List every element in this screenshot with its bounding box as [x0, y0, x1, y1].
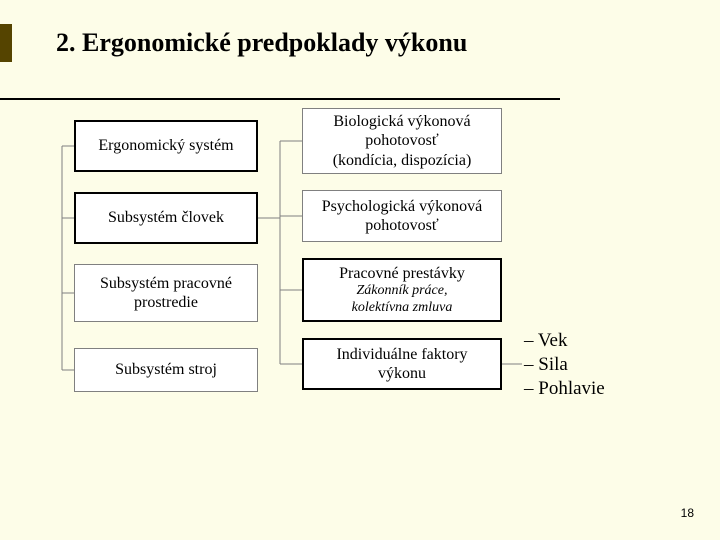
node-line: prostredie: [134, 293, 198, 312]
node-line: (kondícia, dispozícia): [333, 151, 472, 170]
node-line: Individuálne faktory: [336, 345, 467, 364]
title-rule: [0, 98, 560, 100]
diagram-node-psychologicka-vykonova-pohotovost: Psychologická výkonovápohotovosť: [302, 190, 502, 242]
factor-bullet-list: – Vek– Sila– Pohlavie: [524, 330, 605, 402]
bullet-item: – Vek: [524, 330, 605, 354]
bullet-item: – Sila: [524, 354, 605, 378]
node-line: Psychologická výkonová: [322, 197, 482, 216]
node-line: Subsystém človek: [108, 208, 224, 227]
diagram-node-pracovne-prestavky: Pracovné prestávkyZákonník práce,kolektí…: [302, 258, 502, 322]
diagram-node-ergonomicky-system: Ergonomický systém: [74, 120, 258, 172]
page-number: 18: [681, 506, 694, 520]
diagram-node-subsystem-clovek: Subsystém človek: [74, 192, 258, 244]
node-subline: Zákonník práce,: [357, 283, 448, 300]
diagram-node-individualne-faktory-vykonu: Individuálne faktoryvýkonu: [302, 338, 502, 390]
node-line: Subsystém stroj: [115, 360, 217, 379]
node-line: výkonu: [378, 364, 426, 383]
diagram-node-biologicka-vykonova-pohotovost: Biologická výkonovápohotovosť(kondícia, …: [302, 108, 502, 174]
node-subline: kolektívna zmluva: [352, 300, 453, 317]
title-accent-bar: [0, 24, 12, 62]
diagram-node-subsystem-stroj: Subsystém stroj: [74, 348, 258, 392]
bullet-item: – Pohlavie: [524, 378, 605, 402]
diagram-node-subsystem-pracovne-prostredie: Subsystém pracovnéprostredie: [74, 264, 258, 322]
node-line: pohotovosť: [365, 131, 439, 150]
node-line: Subsystém pracovné: [100, 274, 232, 293]
node-line: Ergonomický systém: [98, 136, 233, 155]
node-line: Pracovné prestávky: [339, 264, 465, 283]
node-line: Biologická výkonová: [333, 112, 470, 131]
node-line: pohotovosť: [365, 216, 439, 235]
page-title: 2. Ergonomické predpoklady výkonu: [56, 28, 467, 58]
